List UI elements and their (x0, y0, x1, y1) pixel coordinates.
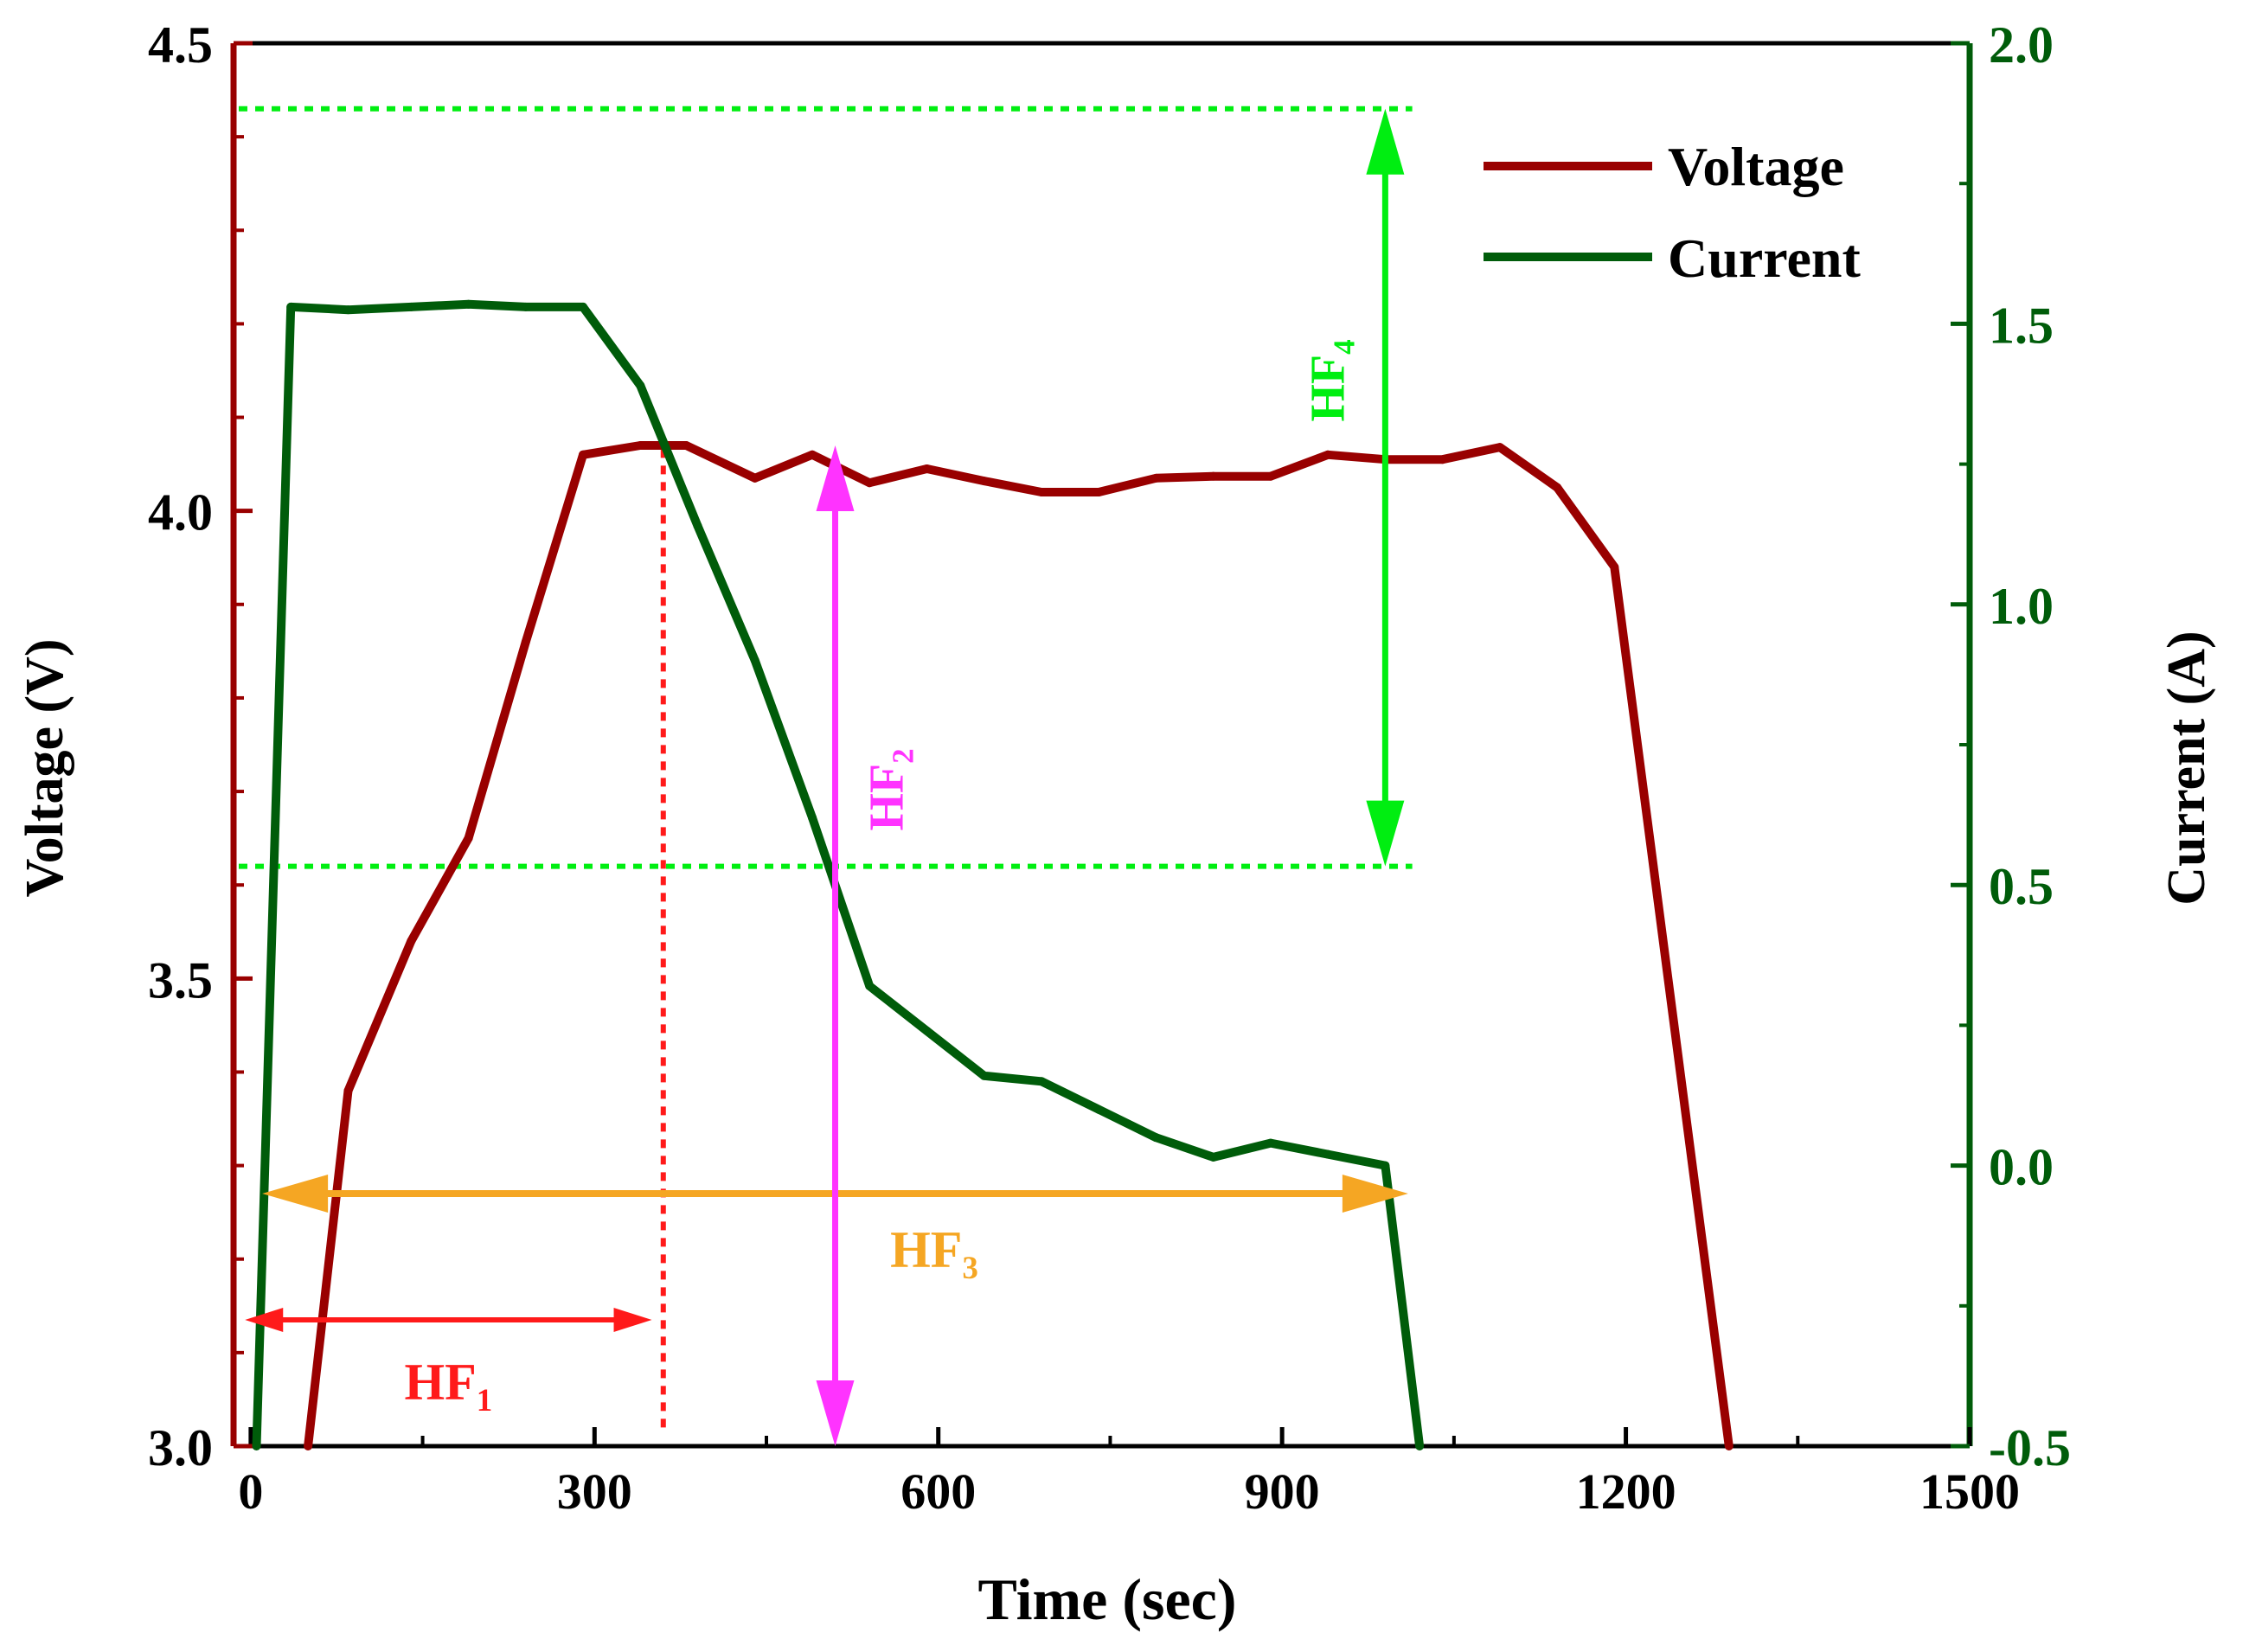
voltage-data-point (521, 637, 530, 647)
hf2-arrow-head-bottom (816, 1380, 855, 1446)
x-axis-label: Time (sec) (978, 1566, 1237, 1632)
voltage-data-point (407, 937, 416, 946)
voltage-data-point (682, 440, 691, 450)
current-data-point (1381, 1161, 1390, 1170)
x-tick-label: 600 (900, 1463, 976, 1520)
left-tick-label: 4.0 (148, 484, 213, 541)
voltage-data-point (1036, 488, 1046, 497)
voltage-data-point (1151, 473, 1161, 483)
current-data-point (636, 381, 645, 390)
current-data-point (1323, 1149, 1333, 1159)
current-data-point (521, 302, 530, 311)
right-tick-label: 2.0 (1989, 16, 2054, 74)
current-data-point (464, 299, 473, 309)
voltage-data-point (808, 450, 817, 459)
x-tick-label: 300 (557, 1463, 632, 1520)
voltage-data-point (1323, 450, 1333, 459)
right-axis-label: Current (A) (2157, 631, 2216, 905)
voltage-data-point (636, 440, 645, 450)
current-data-point (693, 521, 702, 530)
voltage-data-point (1094, 488, 1104, 497)
hf3-arrow-head-right (1342, 1175, 1408, 1213)
x-tick-label: 1200 (1576, 1463, 1676, 1520)
hf4-arrow-head-top (1366, 108, 1405, 175)
legend: Voltage Current (1484, 136, 1861, 289)
current-data-point (1415, 1442, 1425, 1450)
hf4-arrow-head-bottom (1366, 800, 1405, 867)
annotations: HF1 HF3 HF2 HF4 (245, 108, 1408, 1446)
current-data-point (1151, 1133, 1161, 1143)
axis-ticks: 0 300 600 900 1200 1500 3.0 3.5 4.0 4.5 -0.5 0.0 0.5… (148, 16, 2071, 1520)
voltage-data-point (1266, 471, 1275, 481)
current-data-point (343, 305, 353, 315)
voltage-data-point (343, 1086, 353, 1096)
current-data-point (1036, 1077, 1046, 1086)
current-data-point (1094, 1105, 1104, 1114)
right-tick-label: 0.5 (1989, 858, 2054, 915)
legend-voltage-label: Voltage (1668, 136, 1844, 197)
voltage-data-point (579, 450, 588, 459)
hf1-label: HF1 (404, 1354, 492, 1418)
current-data-point (808, 813, 817, 823)
legend-current-label: Current (1668, 227, 1861, 289)
voltage-data-point (979, 477, 989, 486)
x-tick-label: 0 (238, 1463, 263, 1520)
x-tick-label: 1500 (1919, 1463, 2020, 1520)
current-data-point (750, 656, 759, 665)
right-tick-label: -0.5 (1989, 1419, 2071, 1476)
voltage-data-point (1438, 455, 1447, 464)
hf1-arrow-head-left (245, 1308, 284, 1332)
current-data-point (286, 302, 296, 311)
reference-lines (239, 106, 1413, 1428)
current-series-line (252, 299, 1425, 1447)
voltage-data-point (464, 834, 473, 843)
data-series (252, 299, 1734, 1450)
hf2-arrow-head-top (816, 445, 855, 511)
voltage-data-point (1495, 443, 1504, 452)
current-data-point (979, 1071, 989, 1080)
voltage-data-point (1553, 483, 1562, 492)
current-data-point (1266, 1138, 1275, 1148)
current-data-point (922, 1026, 932, 1035)
right-tick-label: 1.0 (1989, 578, 2054, 635)
hf2-label: HF2 (860, 748, 920, 830)
voltage-data-point (865, 478, 875, 488)
hf3-arrow-head-left (262, 1175, 329, 1213)
voltage-data-point (922, 464, 932, 474)
right-tick-label: 1.5 (1989, 297, 2054, 354)
current-data-point (579, 302, 588, 311)
hf1-arrow-head-right (613, 1308, 652, 1332)
voltage-data-point (750, 473, 759, 483)
current-data-point (865, 981, 875, 990)
left-tick-label: 4.5 (148, 16, 213, 74)
left-tick-label: 3.0 (148, 1419, 213, 1476)
hf4-label: HF4 (1301, 339, 1361, 421)
left-axis-label: Voltage (V) (16, 638, 74, 897)
voltage-data-point (1610, 562, 1619, 572)
right-tick-label: 0.0 (1989, 1139, 2054, 1196)
left-tick-label: 3.5 (148, 951, 213, 1008)
current-data-point (407, 302, 416, 311)
voltage-data-point (304, 1442, 313, 1450)
x-tick-label: 900 (1245, 1463, 1320, 1520)
voltage-data-point (1208, 471, 1218, 481)
hf3-label: HF3 (890, 1221, 978, 1286)
current-data-point (1208, 1152, 1218, 1162)
current-data-point (252, 1442, 261, 1450)
voltage-data-point (1724, 1442, 1734, 1450)
